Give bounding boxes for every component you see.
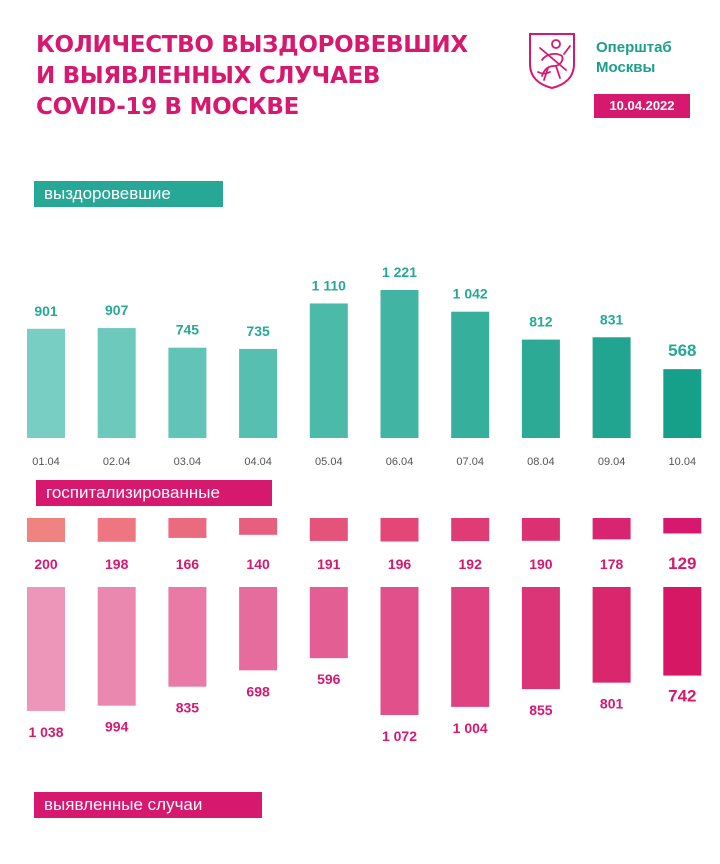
recovered-value-10.04: 568 [668,341,696,360]
cases-bar-10.04 [663,587,702,676]
recovered-bar-10.04 [663,369,702,438]
recovered-bar-01.04 [27,328,65,438]
hospitalized-bar-04.04 [239,518,278,535]
recovered-bar-07.04 [451,311,490,438]
recovered-bar-02.04 [97,328,136,438]
date-label-01.04: 01.04 [32,456,60,468]
hospitalized-bar-07.04 [451,518,490,542]
date-label-05.04: 05.04 [315,456,343,468]
recovered-label: выздоровевшие [34,181,223,207]
hospitalized-bar-08.04 [521,518,560,541]
hospitalized-bar-05.04 [309,518,348,541]
cases-value-04.04: 698 [246,683,270,699]
hospitalized-value-04.04: 140 [246,556,270,572]
recovered-value-01.04: 901 [34,303,58,319]
title-line-1: КОЛИЧЕСТВО ВЫЗДОРОВЕВШИХ [36,32,468,58]
cases-bar-01.04 [27,587,65,711]
cases-value-03.04: 835 [176,700,200,716]
date-label-06.04: 06.04 [386,456,414,468]
recovered-value-04.04: 735 [246,323,270,339]
hospitalized-value-01.04: 200 [34,556,58,572]
cases-value-09.04: 801 [600,696,624,712]
cases-bar-03.04 [168,587,207,687]
hospitalized-value-08.04: 190 [529,556,553,572]
hospitalized-label: госпитализированные [36,480,272,506]
cases-bar-06.04 [380,587,419,715]
hospitalized-value-07.04: 192 [459,556,483,572]
recovered-bar-08.04 [521,339,560,438]
cases-value-01.04: 1 038 [28,724,63,740]
hospitalized-bar-02.04 [97,518,136,542]
hospitalized-bar-01.04 [27,518,65,542]
cases-value-05.04: 596 [317,671,341,687]
cases-bar-05.04 [309,587,348,659]
brand-name: Оперштаб Москвы [596,38,672,78]
recovered-bar-03.04 [168,347,207,438]
recovered-value-07.04: 1 042 [453,286,488,302]
hospitalized-bar-09.04 [592,518,631,540]
recovered-value-06.04: 1 221 [382,264,417,280]
recovered-value-05.04: 1 110 [312,277,346,293]
recovered-value-09.04: 831 [600,311,624,327]
recovered-value-08.04: 812 [529,314,553,330]
recovered-bar-05.04 [309,303,348,438]
recovered-value-02.04: 907 [105,302,129,318]
hospitalized-value-06.04: 196 [388,556,412,572]
hospitalized-value-02.04: 198 [105,556,129,572]
cases-bar-02.04 [97,587,136,706]
recovered-value-03.04: 745 [176,322,200,338]
title-line-2: И ВЫЯВЛЕННЫХ СЛУЧАЕВ [36,63,381,89]
cases-value-07.04: 1 004 [453,720,488,736]
hospitalized-value-05.04: 191 [317,556,341,572]
hospitalized-value-03.04: 166 [176,556,200,572]
date-label-04.04: 04.04 [244,456,272,468]
cases-value-02.04: 994 [105,719,129,735]
brand-line-1: Оперштаб [596,39,672,56]
cases-label: выявленные случаи [34,792,262,818]
date-label-07.04: 07.04 [456,456,484,468]
hospitalized-bar-10.04 [663,518,702,534]
date-label-08.04: 08.04 [527,456,555,468]
cases-bar-08.04 [521,587,560,690]
hospitalized-bar-06.04 [380,518,419,542]
cases-value-08.04: 855 [529,702,553,718]
date-badge: 10.04.2022 [594,94,690,118]
date-label-02.04: 02.04 [103,456,131,468]
date-label-09.04: 09.04 [598,456,626,468]
cases-bar-07.04 [451,587,490,707]
cases-value-10.04: 742 [668,687,696,706]
cases-value-06.04: 1 072 [382,728,417,744]
date-label-03.04: 03.04 [174,456,202,468]
chart-title: КОЛИЧЕСТВО ВЫЗДОРОВЕВШИХ И ВЫЯВЛЕННЫХ СЛ… [36,30,468,123]
recovered-bar-06.04 [380,290,419,438]
hospitalized-value-09.04: 178 [600,556,624,572]
brand-line-2: Москвы [596,59,656,76]
date-label-10.04: 10.04 [669,456,697,468]
hospitalized-value-10.04: 129 [668,554,696,573]
recovered-bar-09.04 [592,337,631,438]
hospitalized-bar-03.04 [168,518,207,538]
title-line-3: COVID-19 В МОСКВЕ [36,94,300,120]
cases-bar-04.04 [239,587,278,671]
recovered-bar-04.04 [239,348,278,438]
moscow-coat-of-arms-icon [529,33,575,90]
cases-bar-09.04 [592,587,631,683]
